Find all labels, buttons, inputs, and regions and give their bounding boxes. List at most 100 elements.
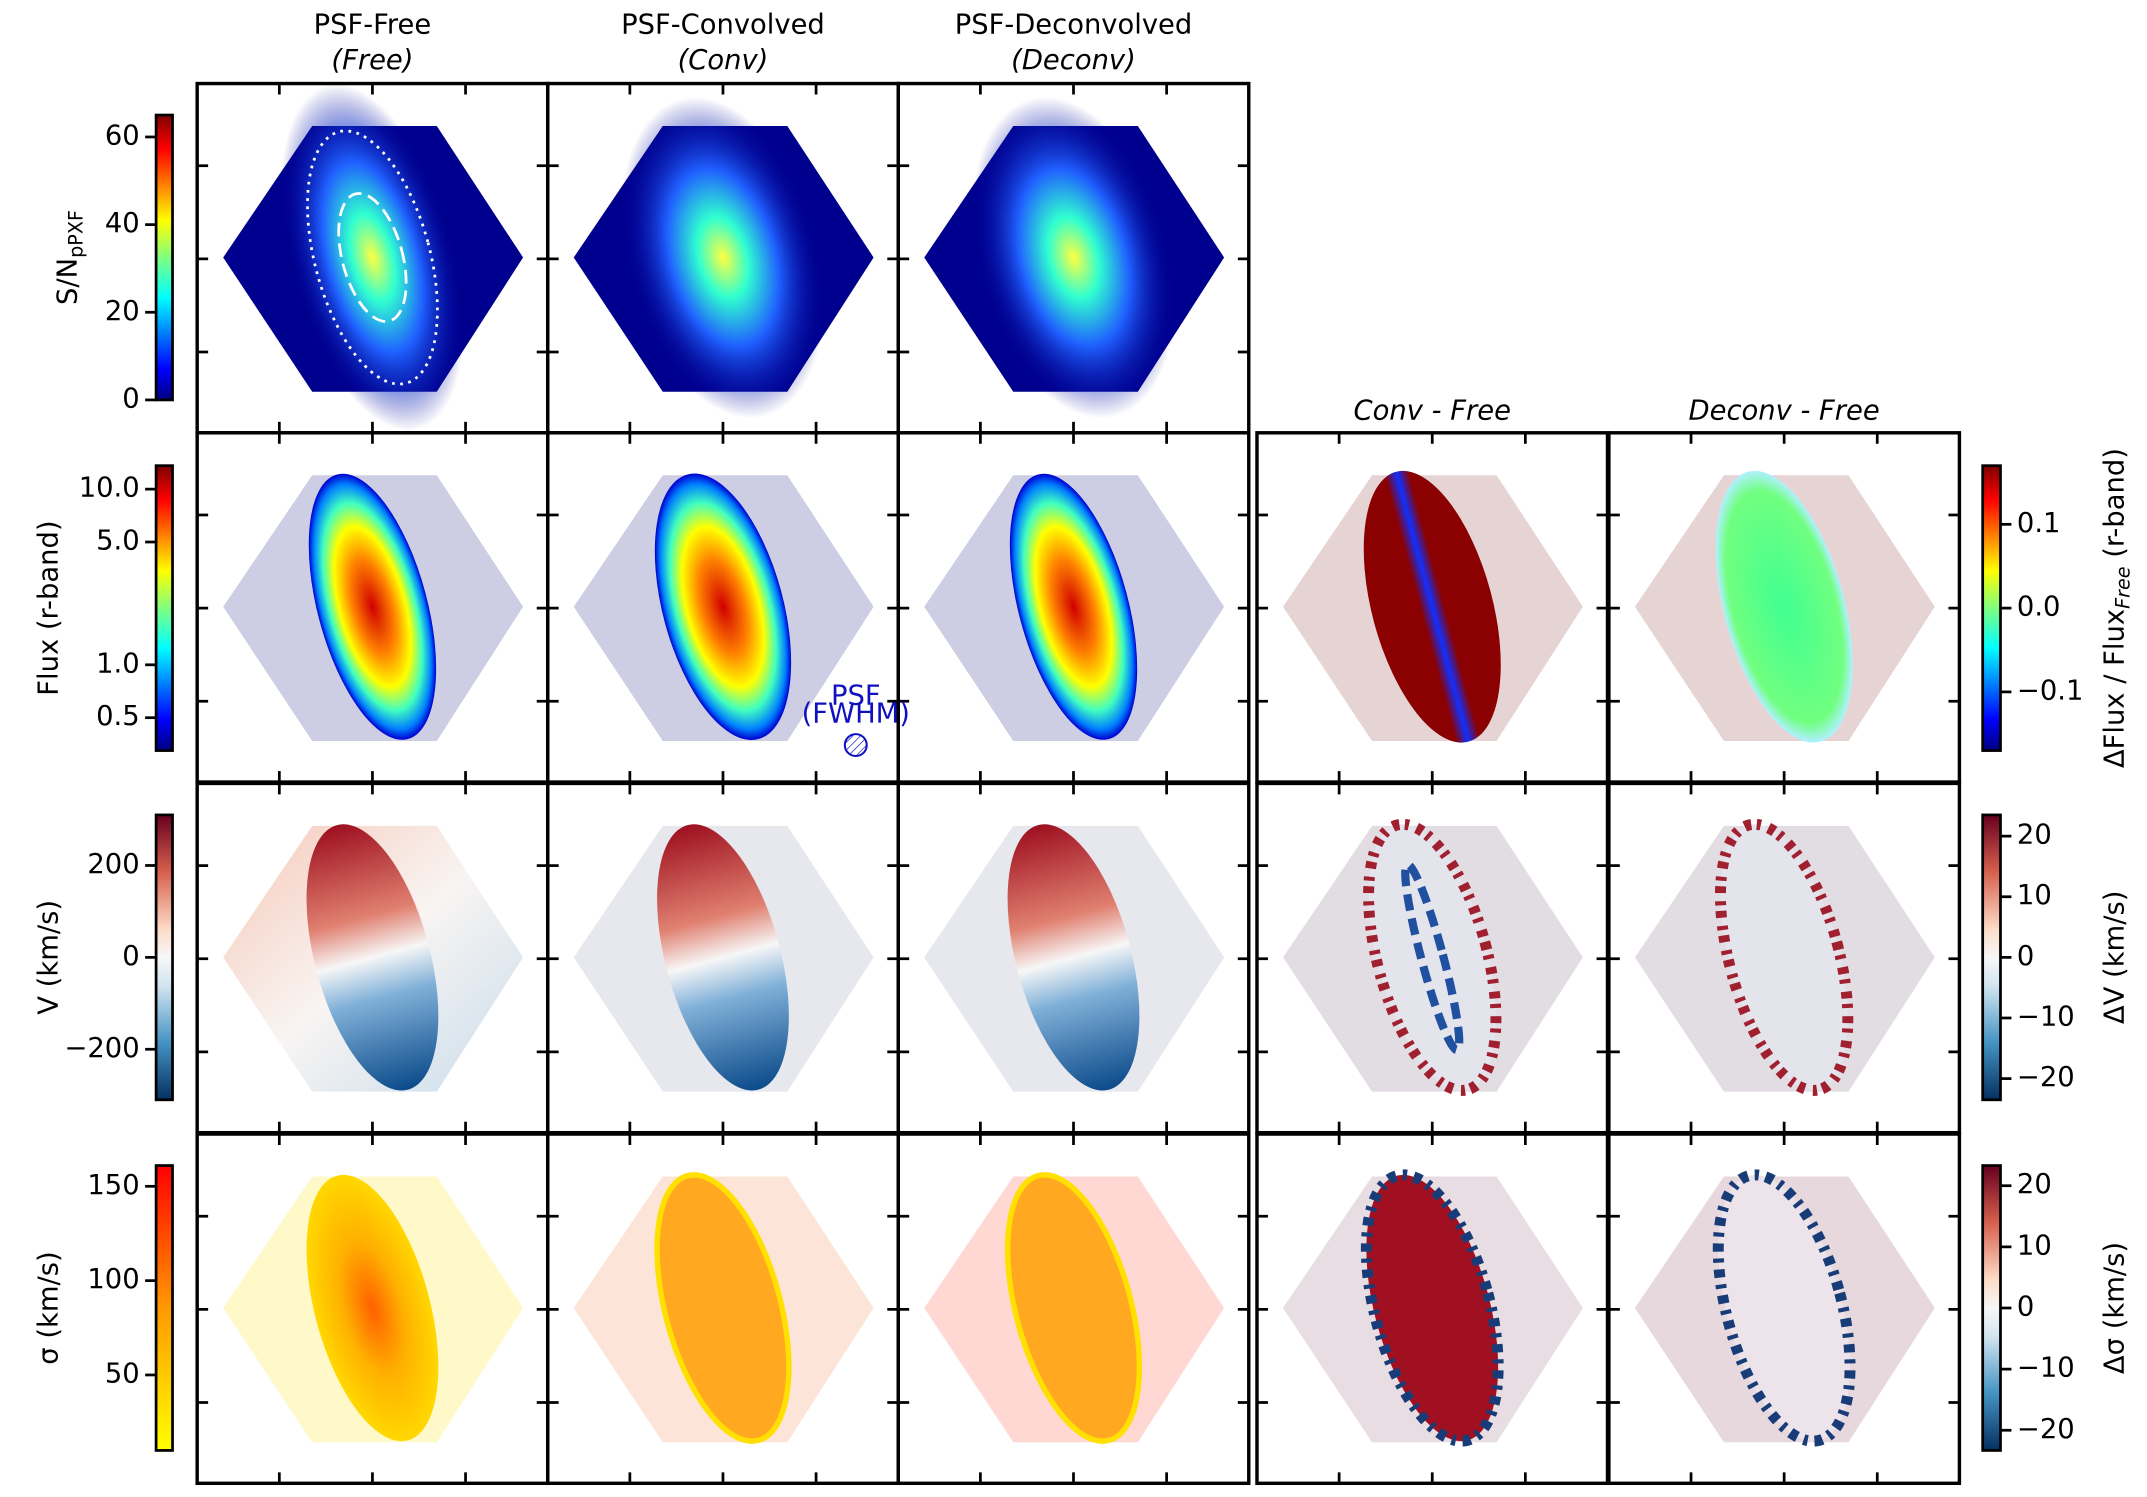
label-part: ΔV (km/s) [2099, 891, 2130, 1025]
galaxy [1360, 1169, 1504, 1447]
map [924, 473, 1225, 741]
colorbar-label: ΔFlux / FluxFree (r-band) [2099, 448, 2134, 768]
galaxy [1007, 824, 1140, 1091]
galaxy [654, 473, 792, 740]
map [924, 1172, 1225, 1444]
column-title: PSF-Free [314, 10, 432, 41]
label-part: (r-band) [2099, 448, 2130, 566]
colorbar-tick-label: −200 [64, 1033, 139, 1064]
colorbar-tick-label: 50 [105, 1358, 140, 1389]
colorbar-tick-label: 0.0 [2017, 592, 2061, 623]
label-part: pPXF [64, 210, 87, 258]
colorbar-tick-label: −0.1 [2017, 675, 2083, 706]
galaxy [971, 96, 1176, 419]
isophote-inner [337, 192, 408, 323]
colorbar-tick-label: 1.0 [96, 648, 140, 679]
map [223, 1174, 524, 1443]
map [1634, 818, 1935, 1096]
difference-title: Deconv - Free [1689, 396, 1880, 427]
column-title: (Conv) [678, 45, 769, 76]
column-title: (Free) [331, 45, 413, 76]
colorbar [1981, 1164, 2002, 1452]
colorbar-tick-label: 0 [122, 383, 139, 414]
galaxy [1712, 1169, 1856, 1447]
map [1634, 1169, 1935, 1447]
label-part: Flux (r-band) [33, 520, 64, 695]
galaxy [306, 1174, 439, 1442]
colorbar-tick-label: 10 [2017, 880, 2052, 911]
galaxy [308, 473, 437, 740]
colorbar-tick-label: 20 [2017, 1169, 2052, 1200]
colorbar-tick-label: 10.0 [79, 473, 140, 504]
colorbar-tick-label: 20 [105, 296, 140, 327]
psf-note: PSF [831, 681, 881, 712]
map [573, 473, 874, 741]
map [1282, 818, 1583, 1096]
colorbar-label: S/NpPXF [52, 210, 87, 305]
column-title: (Deconv) [1011, 45, 1136, 76]
colorbar-tick-label: 0 [2017, 941, 2034, 972]
label-part: S/N [52, 258, 83, 305]
colorbar-tick-label: 20 [2017, 820, 2052, 851]
map [573, 1172, 874, 1444]
colorbar [154, 464, 174, 752]
colorbar-tick-label: 0.1 [2017, 508, 2061, 539]
colorbar-label: σ (km/s) [33, 1251, 64, 1364]
residual [1401, 860, 1464, 1055]
colorbar-tick-label: 0.5 [96, 701, 140, 732]
label-part: ΔFlux / Flux [2099, 609, 2130, 768]
colorbar [1981, 813, 2002, 1102]
column-title: PSF-Convolved [621, 10, 825, 41]
map [924, 96, 1225, 419]
galaxy [1004, 1172, 1143, 1444]
map [924, 824, 1225, 1092]
map [1634, 470, 1935, 743]
galaxy [1363, 818, 1502, 1096]
colorbar-tick-label: 200 [87, 849, 139, 880]
label-part: Free [2111, 566, 2134, 608]
galaxy [657, 824, 789, 1091]
colorbar-tick-label: 150 [87, 1170, 139, 1201]
colorbar-tick-label: 100 [87, 1264, 139, 1295]
galaxy [621, 96, 825, 419]
galaxy [1009, 473, 1138, 740]
difference-title: Conv - Free [1354, 396, 1511, 427]
colorbar-label: ΔV (km/s) [2099, 891, 2130, 1025]
map [1282, 1169, 1583, 1447]
label-part: Δσ (km/s) [2099, 1242, 2130, 1374]
map [223, 824, 524, 1092]
galaxy [654, 1172, 792, 1444]
galaxy [1715, 470, 1853, 743]
galaxy [1714, 818, 1854, 1096]
colorbar [154, 1164, 174, 1452]
colorbar-tick-label: −20 [2017, 1062, 2075, 1093]
colorbar-tick-label: −20 [2017, 1414, 2075, 1445]
map [573, 96, 874, 419]
colorbar-tick-label: −10 [2017, 1353, 2075, 1384]
colorbar [154, 813, 174, 1102]
map [1282, 470, 1583, 743]
colorbar [154, 113, 174, 402]
colorbar-label: V (km/s) [33, 900, 64, 1015]
colorbar-tick-label: 60 [105, 120, 140, 151]
map [223, 473, 524, 741]
map [223, 84, 524, 431]
psf-beam [843, 733, 868, 758]
label-part: V (km/s) [33, 900, 64, 1015]
psf-note: (FWHM) [802, 698, 910, 729]
colorbar-label: Δσ (km/s) [2099, 1242, 2130, 1374]
colorbar-tick-label: −10 [2017, 1001, 2075, 1032]
colorbar-tick-label: 0 [2017, 1291, 2034, 1322]
galaxy [306, 824, 439, 1091]
column-title: PSF-Deconvolved [955, 10, 1193, 41]
colorbar-tick-label: 0 [122, 941, 139, 972]
colorbar-label: Flux (r-band) [33, 520, 64, 695]
colorbar-tick-label: 40 [105, 208, 140, 239]
label-part: σ (km/s) [33, 1251, 64, 1364]
map [573, 824, 874, 1092]
colorbar [1981, 464, 2002, 752]
galaxy [280, 84, 465, 431]
colorbar-tick-label: 5.0 [96, 526, 140, 557]
galaxy [1363, 470, 1501, 743]
